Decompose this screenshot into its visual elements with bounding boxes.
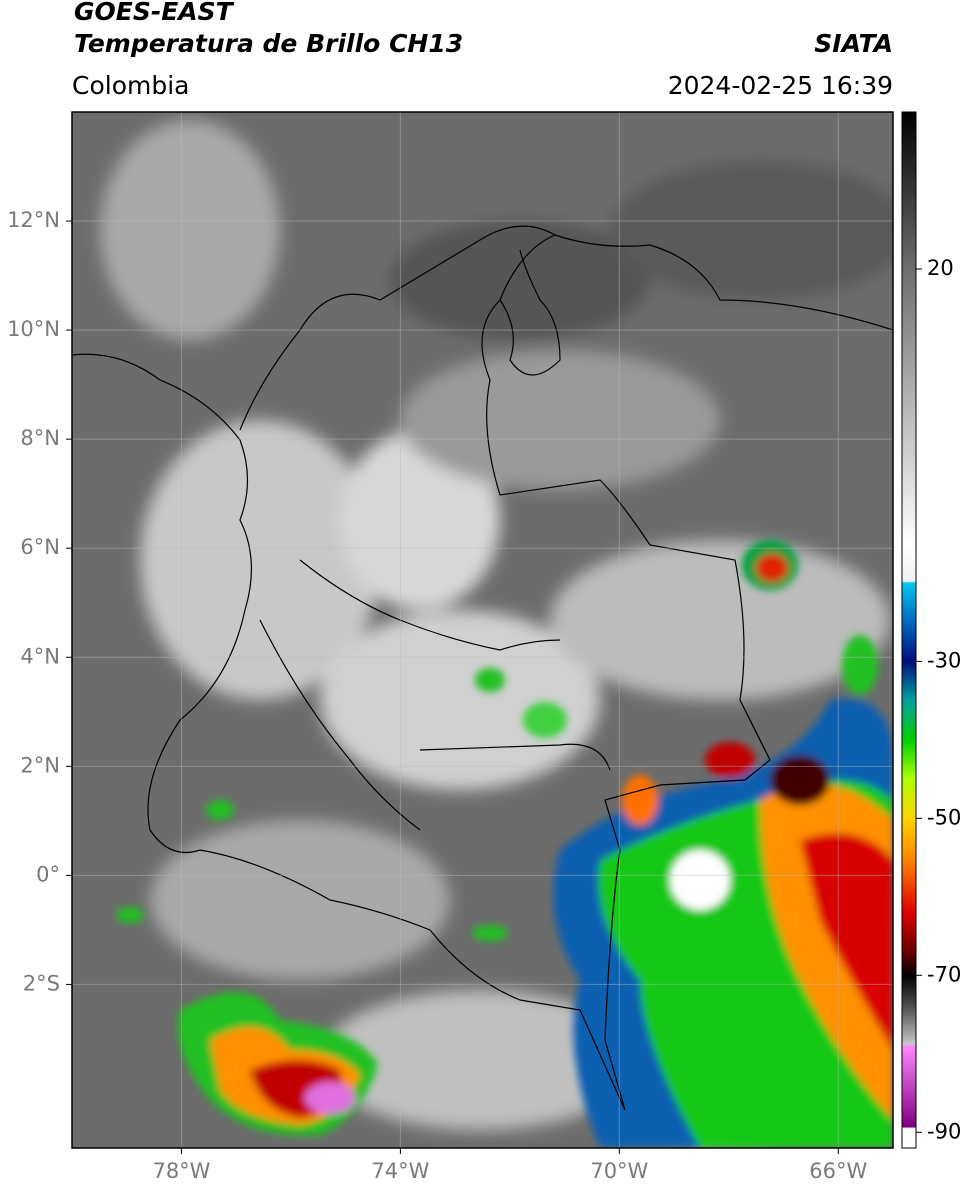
colorbar [901,111,917,1149]
timestamp: 2024-02-25 16:39 [668,71,893,100]
x-tick-label: 74°W [371,1159,429,1183]
x-tick-label: 66°W [809,1159,867,1183]
title: GOES-EAST [74,0,235,26]
map-frame [71,111,894,1149]
colorbar-tick-label: -90 [927,1119,961,1143]
y-tick-label: 12°N [7,208,60,232]
subtitle: Temperatura de Brillo CH13 [74,29,463,58]
borders [72,225,893,1111]
region: Colombia [72,71,189,100]
y-tick-label: 10°N [7,317,60,341]
satellite-image [72,112,893,1148]
grid [72,112,893,1148]
x-tick-label: 78°W [152,1159,210,1183]
y-tick-label: 4°N [20,644,60,668]
y-tick-label: 2°S [23,971,60,995]
colorbar-tick-label: -50 [927,805,961,829]
y-tick-label: 6°N [20,535,60,559]
x-tick-label: 70°W [590,1159,648,1183]
y-tick-label: 8°N [20,426,60,450]
y-tick-label: 0° [36,862,60,886]
colorbar-tick-label: -70 [927,962,961,986]
colorbar-tick-label: -30 [927,648,961,672]
source: SIATA [814,29,893,58]
colorbar-tick-label: 20 [927,256,954,280]
y-tick-label: 2°N [20,753,60,777]
convective-cells [116,540,893,1148]
